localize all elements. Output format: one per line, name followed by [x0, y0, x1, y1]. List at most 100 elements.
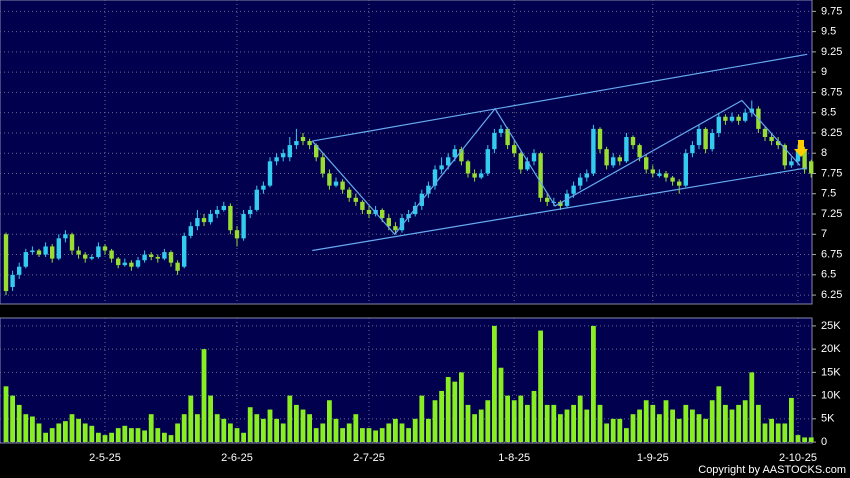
candle-body — [644, 157, 649, 170]
volume-bar — [439, 390, 444, 443]
candle-body — [30, 250, 35, 253]
volume-bar — [353, 414, 359, 443]
volume-bar — [89, 425, 95, 443]
candle-body — [769, 137, 774, 142]
candle-body — [333, 181, 339, 186]
volume-bar — [492, 325, 497, 443]
volume-bar — [432, 400, 438, 443]
volume-bar — [280, 423, 286, 443]
volume-bar — [452, 381, 458, 443]
volume-bar — [135, 428, 141, 443]
volume-bar — [3, 386, 9, 443]
candle-body — [505, 128, 510, 146]
volume-bar — [412, 418, 418, 443]
y-tick-label: 7.75 — [821, 167, 842, 179]
candle-body — [465, 161, 471, 174]
volume-bar — [23, 414, 29, 443]
candle-body — [657, 173, 662, 176]
volume-bar — [148, 414, 154, 443]
candle-body — [604, 149, 609, 166]
candle-body — [241, 214, 246, 239]
candle-body — [129, 262, 134, 267]
candle-body — [175, 262, 180, 271]
y-tick-label: 9 — [821, 66, 827, 78]
volume-bar — [465, 404, 471, 443]
volume-bar — [254, 414, 260, 443]
candle-body — [3, 234, 9, 292]
candle-body — [228, 205, 233, 231]
candle-body — [36, 250, 42, 255]
candle-body — [267, 161, 273, 186]
volume-bar — [663, 400, 669, 443]
candle-body — [696, 128, 702, 146]
volume-bar — [307, 414, 312, 443]
candle-body — [611, 157, 616, 166]
candle-body — [736, 116, 741, 121]
volume-bar — [624, 428, 629, 443]
candle-body — [195, 218, 200, 227]
candle-body — [96, 246, 101, 257]
volume-bar — [445, 377, 451, 443]
candle-body — [135, 260, 141, 267]
volume-bar — [551, 404, 557, 443]
volume-bar — [234, 428, 240, 443]
volume-bar — [769, 418, 774, 443]
volume-bar — [247, 407, 253, 443]
candle-body — [116, 258, 121, 266]
candle-body — [380, 209, 385, 219]
volume-bar — [386, 423, 392, 443]
candle-body — [287, 145, 292, 158]
candle-body — [23, 252, 28, 267]
volume-bar — [49, 428, 55, 443]
trend-line — [312, 53, 808, 142]
y2-tick-label: 20K — [821, 343, 841, 355]
candle-body — [545, 197, 550, 202]
candle-body — [221, 205, 226, 210]
volume-bar — [69, 414, 75, 443]
candle-body — [122, 262, 127, 266]
volume-bar — [16, 404, 22, 443]
volume-bar — [683, 404, 689, 443]
candle-body — [749, 108, 754, 113]
candle-body — [314, 145, 319, 158]
volume-bar — [643, 400, 649, 443]
volume-bar — [795, 435, 801, 443]
volume-bar — [313, 428, 319, 443]
candle-body — [109, 250, 114, 259]
volume-bar — [102, 435, 108, 443]
candle-body — [142, 254, 147, 261]
candle-body — [538, 153, 543, 198]
candle-body — [281, 153, 286, 158]
candle-body — [452, 149, 457, 158]
y-tick-label: 8.5 — [821, 107, 836, 119]
candle-body — [795, 149, 801, 162]
candle-body — [248, 209, 253, 215]
volume-bar — [82, 423, 88, 443]
candle-body — [789, 161, 794, 166]
volume-bar — [267, 409, 273, 443]
x-tick-label: 2-10-25 — [779, 452, 817, 464]
volume-bar — [584, 409, 590, 443]
candle-body — [69, 234, 75, 251]
candle-body — [578, 177, 583, 186]
y-tick-label: 7.25 — [821, 208, 842, 220]
volume-bar — [340, 428, 345, 443]
volume-bar — [775, 423, 781, 443]
volume-bar — [181, 414, 187, 443]
volume-bar — [716, 386, 722, 443]
candle-body — [710, 132, 715, 150]
volume-bar — [201, 349, 207, 443]
candle-body — [743, 112, 748, 121]
volume-bar — [241, 432, 246, 443]
volume-bar — [76, 418, 81, 443]
arrow-marker — [794, 140, 808, 157]
candle-body — [782, 145, 787, 166]
candle-body — [571, 185, 576, 194]
candle-body — [347, 189, 352, 198]
candle-body — [89, 256, 94, 259]
volume-bar — [115, 428, 121, 443]
candle-body — [558, 201, 563, 206]
candle-body — [809, 161, 814, 174]
volume-bar — [762, 423, 768, 443]
candle-body — [650, 169, 655, 174]
